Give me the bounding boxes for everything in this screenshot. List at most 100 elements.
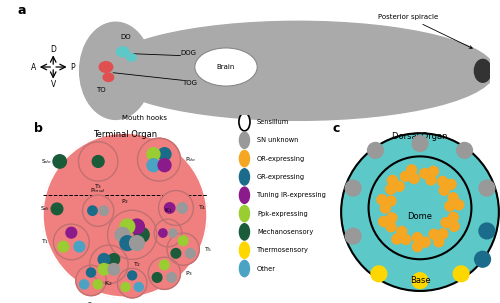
Text: b: b bbox=[34, 122, 42, 135]
Text: TOG: TOG bbox=[182, 80, 198, 86]
Circle shape bbox=[66, 227, 76, 238]
Circle shape bbox=[386, 196, 396, 206]
Circle shape bbox=[346, 228, 361, 244]
Circle shape bbox=[377, 195, 387, 205]
Circle shape bbox=[58, 241, 68, 252]
Circle shape bbox=[387, 213, 397, 223]
Circle shape bbox=[449, 221, 459, 231]
Circle shape bbox=[186, 248, 195, 258]
Circle shape bbox=[147, 148, 160, 161]
Circle shape bbox=[74, 241, 85, 252]
Circle shape bbox=[152, 273, 162, 282]
Text: TO: TO bbox=[96, 87, 106, 93]
Text: Other: Other bbox=[257, 265, 276, 271]
Text: Thermosensory: Thermosensory bbox=[257, 247, 309, 253]
Text: A: A bbox=[32, 62, 36, 72]
Circle shape bbox=[108, 210, 157, 259]
Circle shape bbox=[160, 260, 169, 270]
Text: K$_2$: K$_2$ bbox=[104, 279, 113, 288]
Text: a: a bbox=[17, 4, 25, 17]
Circle shape bbox=[454, 266, 469, 282]
Circle shape bbox=[371, 266, 386, 282]
Circle shape bbox=[479, 223, 494, 239]
Text: T$_2$: T$_2$ bbox=[132, 260, 141, 269]
Circle shape bbox=[420, 237, 430, 247]
Text: P$_2$: P$_2$ bbox=[120, 197, 129, 206]
Circle shape bbox=[86, 268, 96, 277]
Circle shape bbox=[386, 222, 396, 232]
Circle shape bbox=[118, 268, 147, 298]
Circle shape bbox=[134, 282, 143, 291]
Circle shape bbox=[386, 184, 396, 194]
Circle shape bbox=[240, 150, 250, 167]
Circle shape bbox=[116, 47, 129, 57]
Text: Mouth hooks: Mouth hooks bbox=[122, 115, 167, 122]
Circle shape bbox=[378, 217, 388, 227]
Text: T$_1$: T$_1$ bbox=[40, 238, 49, 246]
Text: K$_1$: K$_1$ bbox=[164, 206, 172, 215]
Circle shape bbox=[454, 200, 464, 210]
Circle shape bbox=[171, 248, 180, 258]
Circle shape bbox=[169, 229, 177, 237]
Circle shape bbox=[120, 236, 134, 251]
Circle shape bbox=[400, 171, 410, 181]
Text: T$_3$: T$_3$ bbox=[94, 181, 102, 191]
Text: P$_3$: P$_3$ bbox=[185, 269, 193, 278]
Circle shape bbox=[88, 206, 97, 215]
Circle shape bbox=[130, 236, 144, 251]
Circle shape bbox=[396, 226, 406, 236]
Circle shape bbox=[100, 62, 112, 72]
Circle shape bbox=[240, 132, 250, 148]
Circle shape bbox=[115, 228, 130, 242]
Circle shape bbox=[388, 175, 398, 185]
Text: DOG: DOG bbox=[180, 49, 196, 55]
Circle shape bbox=[456, 142, 472, 158]
Circle shape bbox=[368, 142, 384, 158]
Circle shape bbox=[448, 193, 458, 203]
Circle shape bbox=[409, 174, 419, 184]
Circle shape bbox=[130, 219, 144, 234]
Text: T$_4$: T$_4$ bbox=[198, 204, 206, 212]
Circle shape bbox=[439, 185, 449, 195]
Text: P$_1$: P$_1$ bbox=[87, 300, 95, 303]
Text: SN unknown: SN unknown bbox=[257, 137, 298, 143]
Circle shape bbox=[90, 245, 128, 284]
Circle shape bbox=[167, 273, 176, 282]
Circle shape bbox=[240, 205, 250, 222]
Circle shape bbox=[412, 273, 428, 288]
Circle shape bbox=[177, 203, 188, 213]
Circle shape bbox=[148, 257, 180, 289]
Circle shape bbox=[438, 176, 448, 186]
Circle shape bbox=[346, 180, 361, 196]
Text: Sensillum: Sensillum bbox=[257, 119, 290, 125]
Circle shape bbox=[240, 224, 250, 240]
Ellipse shape bbox=[80, 22, 152, 119]
Circle shape bbox=[158, 148, 171, 161]
Circle shape bbox=[82, 195, 114, 226]
Circle shape bbox=[80, 280, 88, 289]
Circle shape bbox=[448, 212, 458, 222]
Text: Brain: Brain bbox=[217, 64, 235, 70]
Circle shape bbox=[412, 233, 422, 242]
Circle shape bbox=[98, 264, 110, 275]
Circle shape bbox=[392, 234, 402, 244]
Circle shape bbox=[128, 271, 136, 280]
Circle shape bbox=[94, 280, 102, 289]
Circle shape bbox=[158, 159, 171, 171]
Text: Posterior spiracle: Posterior spiracle bbox=[378, 14, 472, 48]
Text: DO: DO bbox=[120, 34, 130, 39]
Circle shape bbox=[368, 156, 472, 259]
Circle shape bbox=[239, 113, 250, 131]
Text: T$_5$: T$_5$ bbox=[204, 245, 212, 254]
Ellipse shape bbox=[474, 59, 491, 82]
Circle shape bbox=[406, 165, 416, 175]
Circle shape bbox=[341, 133, 499, 291]
Circle shape bbox=[479, 180, 494, 196]
Circle shape bbox=[428, 166, 438, 176]
Circle shape bbox=[394, 181, 404, 191]
Circle shape bbox=[434, 237, 444, 247]
Text: P$_{do}$: P$_{do}$ bbox=[185, 155, 196, 164]
Circle shape bbox=[429, 229, 439, 239]
Text: Dorsal Organ: Dorsal Organ bbox=[392, 132, 448, 141]
Text: GR-expressing: GR-expressing bbox=[257, 174, 305, 180]
